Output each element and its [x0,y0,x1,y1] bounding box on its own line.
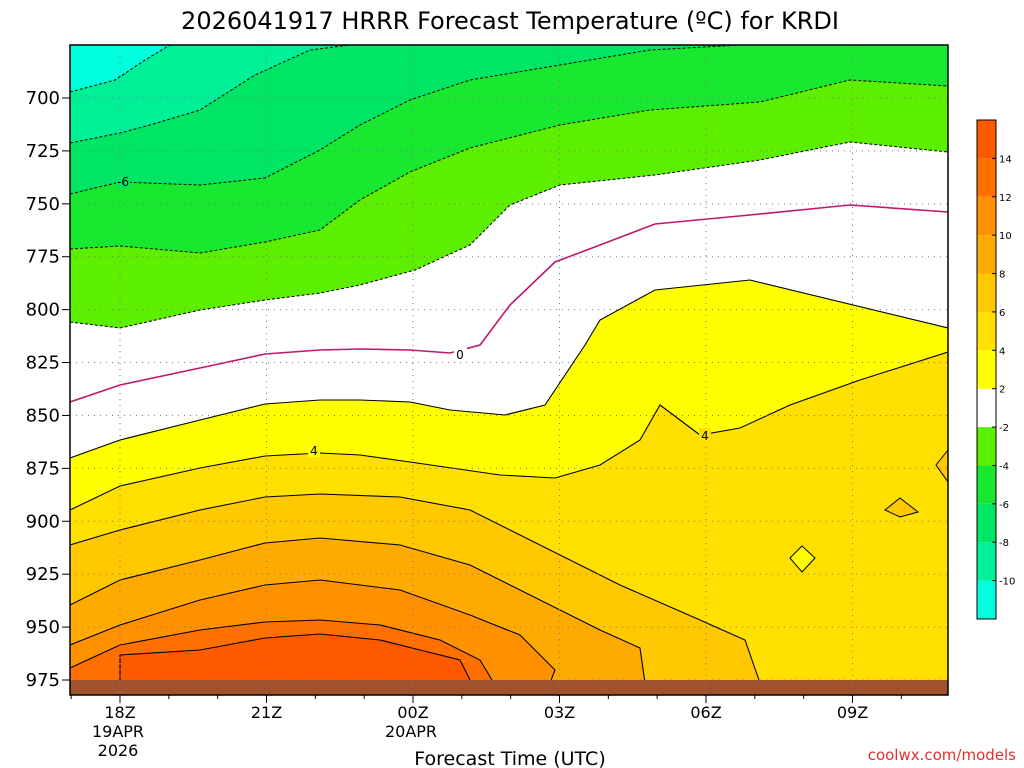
x-tick-label: 00Z [397,703,428,722]
grid-lines [70,45,948,695]
colorbar-swatch [977,311,996,351]
colorbar-label: 6 [999,308,1005,319]
y-tick-label: 800 [26,300,60,321]
band-below-minus8 [70,45,350,143]
warm-edge-feature [935,449,948,483]
colorbar-swatch [977,158,996,197]
band-below-minus10 [70,45,170,92]
x-tick-label: 21Z [251,703,282,722]
colorbar-label: 8 [999,270,1005,281]
colorbar-swatch [977,196,996,236]
y-tick-label: 725 [26,141,60,162]
y-tick-label: 825 [26,353,60,374]
x-axis-label: Forecast Time (UTC) [414,748,605,768]
contour-label-minus6: -6 [117,175,129,189]
y-tick-label: 875 [26,458,60,479]
colorbar-label: -8 [999,538,1009,549]
x-tick-sublabel: 2026 [98,741,139,760]
plot-area [70,45,948,695]
contour-labels: -6 0 4 4 [116,174,711,458]
positive-contour-lines [70,279,948,684]
colorbar-label: 14 [999,154,1012,165]
y-tick-label: 950 [26,617,60,638]
colorbar-swatch [977,503,996,543]
plot-frame [69,44,949,696]
colorbar-label: 2 [999,385,1005,396]
negative-contour-lines [70,45,948,329]
y-tick-label: 850 [26,405,60,426]
y-axis: 700 725 750 775 800 825 850 875 900 925 950 975 [26,88,70,691]
chart-title: 2026041917 HRRR Forecast Temperature (ºC… [181,7,839,35]
warm-pocket-feature [884,497,920,518]
ground-surface [70,680,948,695]
colorbar-label: 10 [999,231,1012,242]
y-tick-label: 750 [26,194,60,215]
colorbar-frame [976,119,997,620]
contour-label-0: 0 [456,348,464,362]
colorbar-swatch [977,542,996,581]
y-tick-label: 975 [26,670,60,691]
colorbar-label: -4 [999,461,1009,472]
colorbar-label: 4 [999,346,1005,357]
contour-label-4b: 4 [701,429,709,443]
colorbar-swatch [977,388,996,428]
x-tick-label: 06Z [690,703,721,722]
colorbar-swatch [977,235,996,274]
colorbar-label: 12 [999,193,1012,204]
colorbar: -10 -8 -6 -4 -2 2 4 6 8 10 12 14 [976,119,1015,620]
x-tick-label: 09Z [837,703,868,722]
x-tick-sublabel: 20APR [385,722,437,741]
band-2-to-4 [70,280,948,510]
colorbar-swatch [977,580,996,619]
contour-label-4a: 4 [310,444,318,458]
colorbar-swatch [977,465,996,504]
colorbar-swatch [977,350,996,389]
y-tick-label: 900 [26,511,60,532]
y-tick-label: 925 [26,564,60,585]
y-tick-label: 700 [26,88,60,109]
x-tick-label: 03Z [544,703,575,722]
colorbar-label: -2 [999,423,1009,434]
x-tick-sublabel: 19APR [92,722,144,741]
colorbar-label: -6 [999,500,1009,511]
credit-text: coolwx.com/models [868,746,1016,764]
colorbar-swatch [977,120,996,159]
colorbar-swatch [977,273,996,312]
x-tick-label: 18Z [104,703,135,722]
colorbar-swatch [977,427,996,466]
colorbar-label: -10 [999,577,1015,588]
band-14-plus [120,634,470,680]
cool-pocket-feature [789,545,816,573]
y-tick-label: 775 [26,247,60,268]
